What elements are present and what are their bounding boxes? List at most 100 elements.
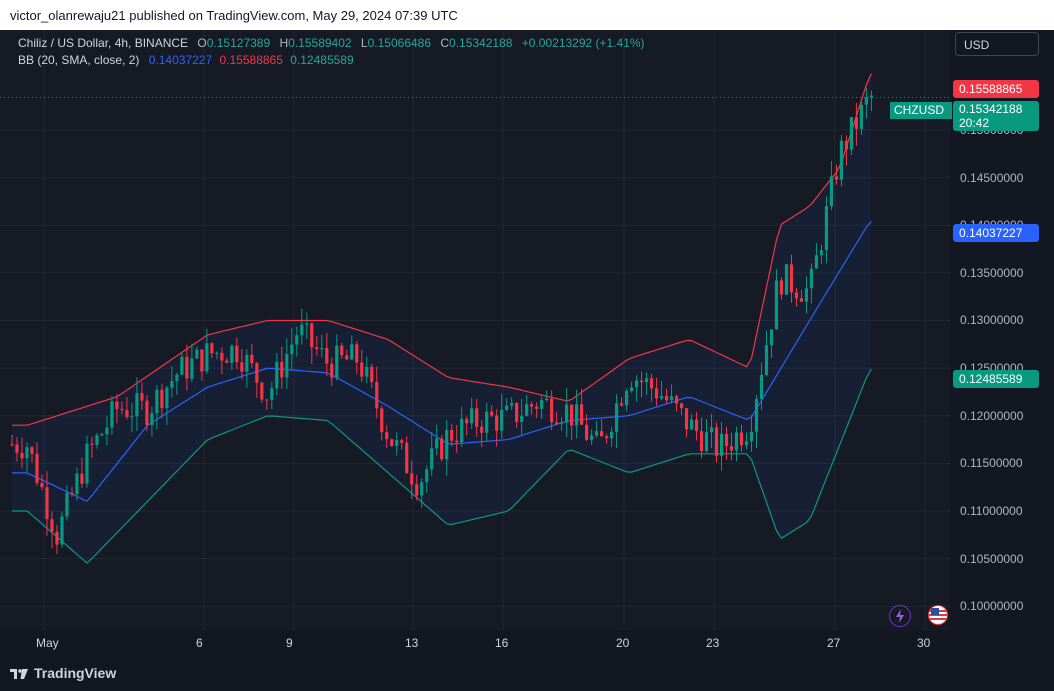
candle-body — [809, 268, 814, 289]
candle-body — [375, 382, 379, 409]
candle-body — [595, 431, 599, 436]
candle-body — [130, 416, 134, 418]
candle-body — [664, 395, 669, 401]
candle-body — [789, 264, 794, 293]
candle-body — [649, 378, 654, 389]
candle-body — [824, 206, 829, 251]
candle-body — [525, 404, 529, 416]
candle-body — [65, 492, 69, 517]
us-flag-icon[interactable] — [928, 605, 948, 625]
time-axis-label: May — [36, 636, 59, 650]
time-axis-label: 16 — [495, 636, 509, 650]
candle-body — [195, 349, 199, 359]
bb-upper-line — [12, 73, 872, 426]
candle-body — [360, 362, 364, 377]
candle-body — [355, 344, 359, 363]
candle-body — [669, 396, 674, 401]
candle-body — [659, 395, 664, 399]
candle-body — [545, 398, 549, 401]
price-axis-label: 0.10500000 — [960, 551, 1024, 566]
candle-body — [465, 418, 469, 424]
candle-body — [30, 447, 34, 454]
candle-body — [50, 519, 54, 532]
candle-body — [105, 427, 109, 435]
candle-body — [260, 382, 264, 400]
candle-body — [485, 411, 489, 433]
candle-body — [305, 323, 309, 325]
candle-body — [799, 298, 804, 302]
high-value: 0.15589402 — [288, 36, 352, 50]
candle-body — [340, 345, 344, 356]
candle-body — [90, 443, 94, 445]
candle-body — [734, 432, 739, 451]
symbol-info[interactable]: Chiliz / US Dollar, 4h, BINANCE — [18, 36, 189, 50]
candle-body — [654, 388, 659, 399]
candle-body — [854, 117, 859, 129]
candle-body — [335, 345, 339, 378]
countdown-timer: 20:42 — [959, 116, 990, 130]
candle-body — [380, 408, 384, 433]
candle-body — [120, 408, 124, 410]
candle-body — [550, 398, 554, 423]
candle-body — [75, 473, 79, 495]
candle-body — [629, 387, 634, 391]
open-value: 0.15127389 — [206, 36, 271, 50]
chart-plot-area[interactable] — [0, 30, 950, 630]
currency-button[interactable]: USD — [955, 32, 1039, 56]
candle-body — [410, 473, 414, 485]
candle-body — [555, 422, 559, 424]
candle-body — [155, 389, 159, 414]
low-value: 0.15066486 — [367, 36, 432, 50]
candle-body — [280, 361, 284, 378]
candle-body — [250, 354, 254, 364]
candlestick-chart[interactable] — [0, 30, 950, 630]
candle-body — [115, 401, 119, 409]
candle-body — [80, 473, 84, 484]
candle-body — [590, 435, 594, 440]
candle-body — [315, 347, 319, 350]
tradingview-logo[interactable]: TradingView — [10, 665, 116, 681]
candle-body — [599, 431, 604, 437]
candle-body — [370, 366, 374, 383]
candle-body — [709, 427, 714, 433]
candle-body — [759, 374, 764, 400]
candle-body — [185, 356, 189, 379]
candle-body — [679, 403, 684, 409]
candle-body — [95, 435, 99, 445]
candle-body — [754, 399, 759, 432]
candle-body — [320, 348, 324, 350]
candle-body — [480, 426, 484, 433]
bb-lower-line — [12, 368, 872, 564]
close-key: C — [440, 36, 450, 50]
candle-body — [240, 362, 244, 372]
candle-body — [150, 413, 154, 425]
candle-body — [460, 418, 464, 443]
candle-body — [295, 335, 299, 345]
candle-body — [535, 406, 539, 409]
candle-body — [624, 390, 629, 406]
candle-body — [165, 387, 169, 409]
candle-body — [70, 492, 74, 495]
current-price-value: 0.15342188 — [959, 102, 1023, 116]
price-axis-label: 0.11000000 — [960, 503, 1023, 518]
symbol-tag: CHZUSD — [890, 102, 952, 119]
candle-body — [475, 408, 479, 427]
upper-band-tag: 0.15588865 — [953, 80, 1039, 98]
candle-body — [849, 117, 854, 150]
candle-body — [540, 400, 544, 409]
candle-body — [839, 140, 844, 180]
candle-body — [714, 427, 719, 456]
candle-body — [85, 443, 89, 484]
close-value: 0.15342188 — [449, 36, 513, 50]
candle-body — [180, 356, 184, 375]
candle-body — [634, 380, 639, 388]
lightning-icon[interactable] — [889, 605, 911, 627]
time-axis-label: 13 — [405, 636, 419, 650]
bb-indicator-label[interactable]: BB (20, SMA, close, 2) — [18, 53, 140, 67]
candle-body — [235, 345, 239, 363]
price-axis-label: 0.12000000 — [960, 408, 1024, 423]
open-key: O — [197, 36, 207, 50]
candle-body — [570, 404, 574, 426]
high-key: H — [279, 36, 289, 50]
candle-body — [215, 352, 219, 354]
